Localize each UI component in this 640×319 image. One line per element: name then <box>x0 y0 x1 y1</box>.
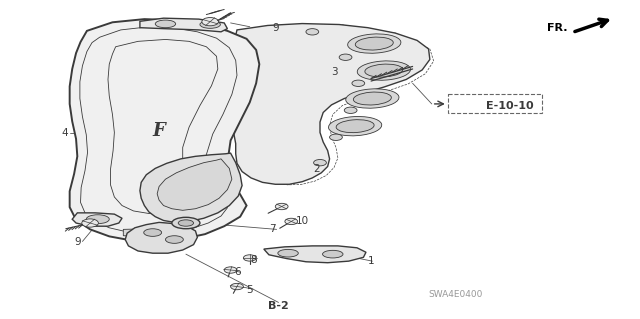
Text: 9: 9 <box>74 237 81 247</box>
Polygon shape <box>70 19 259 241</box>
Circle shape <box>285 218 298 225</box>
Text: 9: 9 <box>272 23 279 33</box>
Circle shape <box>339 54 352 60</box>
Ellipse shape <box>336 120 374 133</box>
Text: 1: 1 <box>368 256 374 266</box>
Text: 7: 7 <box>269 224 276 234</box>
Polygon shape <box>214 24 430 184</box>
Ellipse shape <box>166 236 183 243</box>
Text: FR.: FR. <box>547 23 567 33</box>
Circle shape <box>352 80 365 86</box>
Bar <box>448 94 542 114</box>
Polygon shape <box>140 153 242 222</box>
Circle shape <box>314 160 326 166</box>
Ellipse shape <box>365 64 403 77</box>
Polygon shape <box>124 229 164 236</box>
Circle shape <box>230 283 243 290</box>
Text: 10: 10 <box>296 216 309 226</box>
Circle shape <box>330 134 342 140</box>
Text: 8: 8 <box>250 255 257 264</box>
Ellipse shape <box>323 250 343 258</box>
Polygon shape <box>157 159 232 210</box>
Text: F: F <box>153 122 166 140</box>
Ellipse shape <box>346 89 399 108</box>
Ellipse shape <box>86 215 109 224</box>
Text: 4: 4 <box>61 128 68 137</box>
Ellipse shape <box>355 37 393 50</box>
Circle shape <box>202 18 218 26</box>
Ellipse shape <box>278 249 298 257</box>
Ellipse shape <box>328 116 381 136</box>
Circle shape <box>82 219 99 227</box>
Ellipse shape <box>200 21 220 28</box>
Ellipse shape <box>348 34 401 53</box>
Polygon shape <box>125 222 197 253</box>
Ellipse shape <box>357 61 410 80</box>
Circle shape <box>306 29 319 35</box>
Circle shape <box>224 267 237 273</box>
Ellipse shape <box>156 20 175 28</box>
Text: 6: 6 <box>234 267 241 277</box>
Circle shape <box>344 107 357 114</box>
Polygon shape <box>140 18 227 32</box>
Text: B-2: B-2 <box>268 300 289 311</box>
Text: 5: 5 <box>246 285 253 295</box>
Circle shape <box>275 203 288 210</box>
Text: SWA4E0400: SWA4E0400 <box>429 290 483 299</box>
Polygon shape <box>72 213 122 226</box>
Text: 3: 3 <box>332 67 338 77</box>
Ellipse shape <box>353 92 392 105</box>
Circle shape <box>243 255 256 261</box>
Text: E-10-10: E-10-10 <box>486 100 534 110</box>
Ellipse shape <box>172 217 200 229</box>
Polygon shape <box>264 246 366 263</box>
Ellipse shape <box>178 220 193 226</box>
Ellipse shape <box>144 229 162 236</box>
Text: 2: 2 <box>314 164 320 174</box>
